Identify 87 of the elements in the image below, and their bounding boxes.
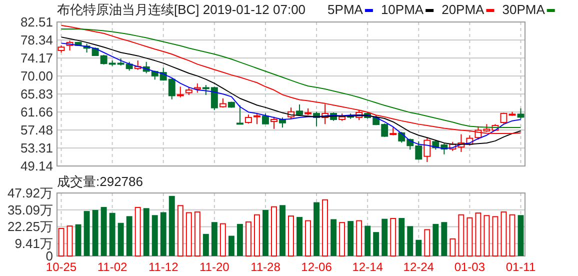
x-tick-label: 11-20 (200, 260, 230, 274)
bar (382, 218, 388, 256)
bar (288, 216, 294, 256)
bar (450, 238, 456, 256)
bar (143, 208, 150, 256)
chart-title: 成交量:292786 (57, 174, 143, 189)
bar (254, 214, 260, 256)
bar (500, 211, 507, 256)
bar (339, 222, 346, 256)
y-tick-label: 53.31 (20, 140, 53, 156)
bar (509, 214, 516, 256)
y-tick-label: 47.92万 (7, 186, 53, 200)
x-tick-label: 01-03 (454, 260, 486, 274)
bar (364, 226, 371, 256)
bar (152, 215, 158, 256)
bar (475, 212, 482, 256)
bar (441, 222, 448, 256)
bar (236, 224, 243, 256)
bar (100, 206, 107, 256)
bar (202, 234, 209, 256)
bar (280, 205, 286, 256)
bar (458, 214, 464, 256)
legend-label: 30PMA (502, 2, 546, 17)
bar (109, 212, 116, 256)
legend-item: 5PMA (328, 2, 373, 17)
bar (356, 220, 362, 256)
bar (194, 211, 200, 256)
y-tick-label: 78.34 (20, 32, 53, 48)
bar (484, 215, 490, 256)
y-tick-label: 49.14 (20, 158, 53, 174)
bar (330, 219, 337, 256)
bar (424, 229, 430, 256)
y-tick-label: 35.09万 (7, 202, 53, 218)
y-tick-label: 70.00 (20, 68, 53, 84)
y-tick-label: 9.41万 (14, 236, 53, 252)
x-tick-label: 12-14 (352, 260, 384, 274)
bar (348, 221, 354, 256)
y-tick-label: 74.17 (20, 50, 53, 66)
x-tick-label: 12-06 (301, 260, 332, 274)
bar (134, 206, 141, 256)
bar (322, 199, 328, 256)
legend-label: 10PMA (380, 2, 424, 17)
x-tick-label: 01-11 (506, 260, 536, 274)
bar (432, 224, 439, 256)
bar (58, 228, 64, 256)
bar (314, 202, 320, 256)
legend-item: 30PMA (502, 2, 555, 17)
bar (390, 218, 396, 256)
bar (211, 222, 218, 256)
bar (271, 206, 277, 256)
bar (262, 210, 268, 256)
chart-title: 布伦特原油当月连续[BC] 2019-01-12 07:00 (57, 2, 306, 17)
x-tick-label: 11-28 (250, 260, 281, 274)
bar (373, 232, 380, 256)
bar (398, 218, 405, 256)
bar (118, 222, 124, 256)
bar (126, 216, 132, 256)
x-tick-label: 12-24 (403, 260, 434, 274)
legend-item: 20PMA (442, 2, 494, 17)
legend-item: 10PMA (380, 2, 434, 17)
bar (416, 240, 422, 256)
bar (186, 212, 192, 256)
bar (75, 224, 82, 256)
y-tick-label: 57.48 (20, 122, 53, 138)
x-tick-label: 11-12 (148, 260, 179, 274)
y-tick-label: 61.66 (20, 104, 53, 120)
bar (92, 210, 98, 256)
bar (220, 223, 226, 256)
bar (518, 215, 524, 256)
bar (296, 216, 302, 256)
bar (492, 216, 498, 256)
legend-label: 20PMA (442, 2, 485, 17)
bar (245, 221, 252, 256)
bar (168, 196, 175, 256)
bar (407, 226, 414, 256)
y-tick-label: 82.51 (20, 14, 53, 30)
y-tick-label: 22.25万 (7, 219, 53, 234)
bar (305, 220, 311, 256)
bar (84, 211, 90, 256)
bar (177, 205, 184, 256)
bar (66, 226, 73, 256)
bar (466, 217, 473, 256)
y-tick-label: 65.83 (20, 86, 53, 102)
x-tick-label: 11-02 (97, 260, 128, 274)
bar (228, 236, 234, 256)
bar (160, 212, 166, 256)
legend-label: 5PMA (328, 2, 364, 17)
